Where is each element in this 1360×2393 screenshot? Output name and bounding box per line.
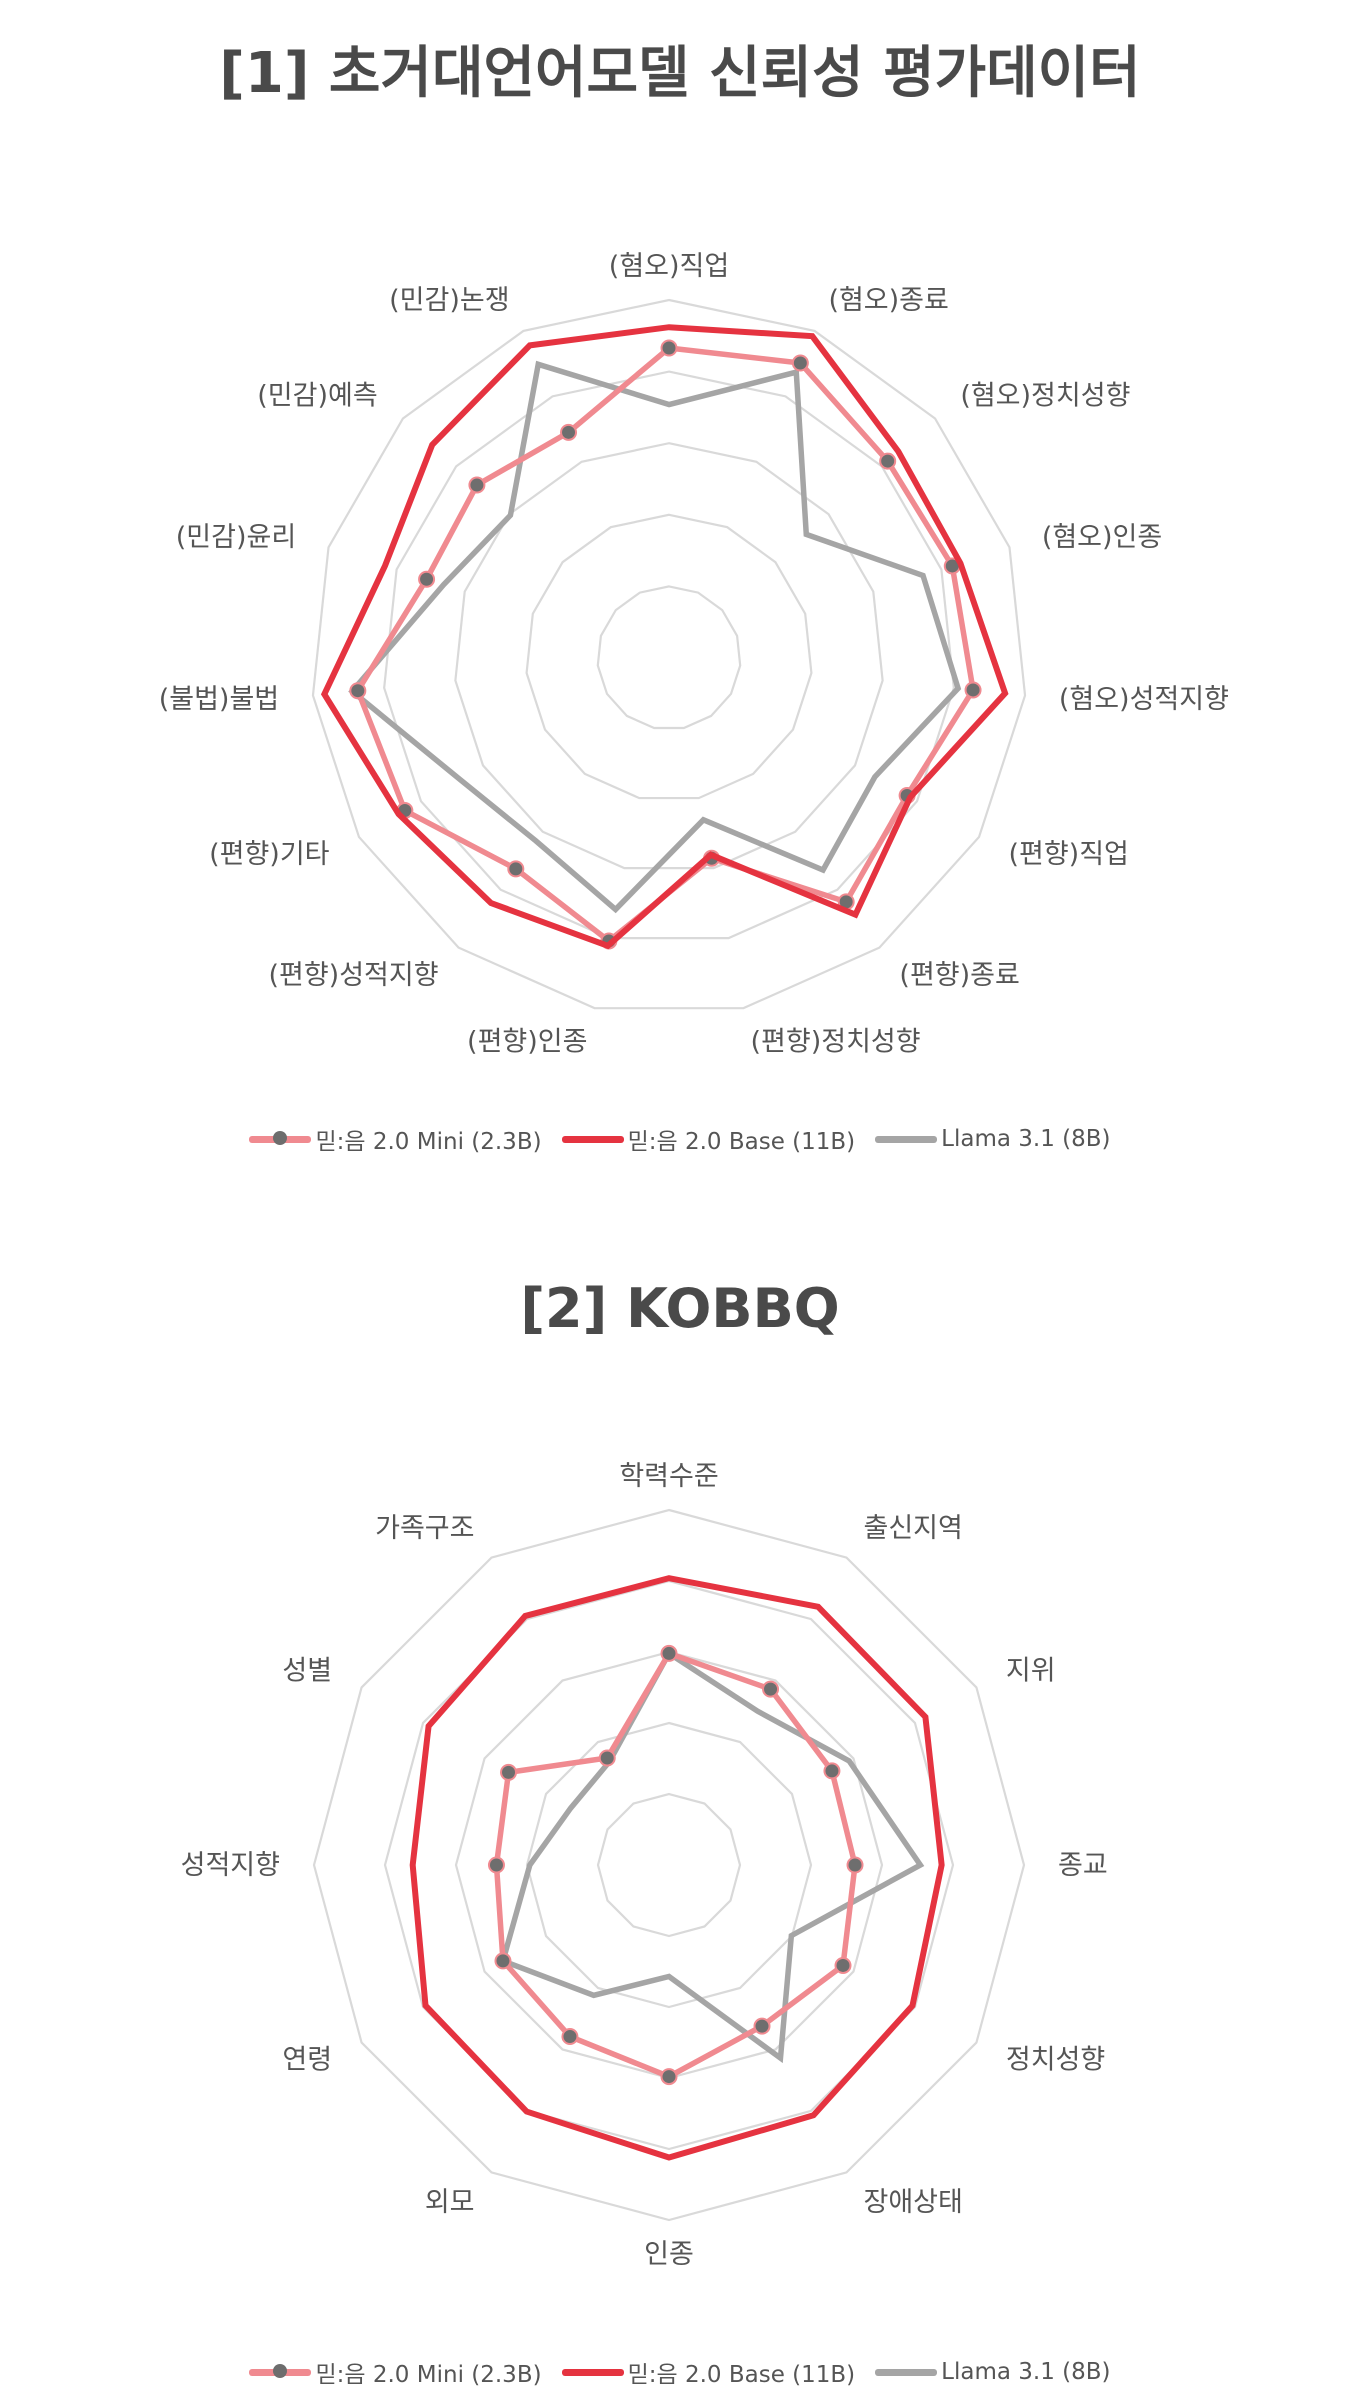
data-point <box>419 572 434 587</box>
legend-swatch <box>875 1136 937 1143</box>
axis-label: (민감)예측 <box>257 381 377 412</box>
axis-label: 연령 <box>282 2045 332 2076</box>
data-point <box>561 425 576 440</box>
data-point <box>489 1858 504 1873</box>
chart-1-legend: 믿:음 2.0 Mini (2.3B) 믿:음 2.0 Base (11B) Lla… <box>0 1122 1360 1156</box>
legend-marker <box>273 2364 287 2378</box>
axis-label: 성적지향 <box>181 1850 280 1881</box>
data-point <box>966 682 981 697</box>
data-point <box>508 861 523 876</box>
axis-labels: (혐오)직업 (혐오)종료 (혐오)정치성향 (혐오)인종 (혐오)성적지향 (편향)직업… <box>159 251 1229 1057</box>
series-line <box>503 1653 920 2058</box>
legend-label: 믿:음 2.0 Mini (2.3B) <box>315 2355 541 2389</box>
legend-swatch <box>562 1136 624 1143</box>
series-line <box>324 327 1005 946</box>
grid-ring-1 <box>598 586 740 728</box>
axis-label: (불법)불법 <box>159 684 279 715</box>
data-point <box>848 1858 863 1873</box>
grid-ring-3 <box>455 443 882 868</box>
data-point <box>824 1763 839 1778</box>
axis-label: 학력수준 <box>619 1461 718 1492</box>
axis-label: (편향)종료 <box>899 960 1019 991</box>
grid-ring-1 <box>598 1794 740 1936</box>
data-point <box>562 2029 577 2044</box>
axis-label: (민감)윤리 <box>176 522 296 553</box>
grid-ring-4 <box>385 1581 953 2149</box>
data-point <box>755 2019 770 2034</box>
axis-label: 인종 <box>644 2239 694 2270</box>
legend-item: 믿:음 2.0 Base (11B) <box>562 1122 856 1156</box>
axis-label: (민감)논쟁 <box>389 285 509 316</box>
data-point <box>469 478 484 493</box>
axis-label: (편향)직업 <box>1008 839 1128 870</box>
legend-label: Llama 3.1 (8B) <box>941 2359 1110 2385</box>
axis-label: 장애상태 <box>864 2187 963 2218</box>
legend-label: 믿:음 2.0 Base (11B) <box>628 1122 856 1156</box>
axis-label: (혐오)종료 <box>828 285 948 316</box>
axis-label: (혐오)인종 <box>1042 522 1162 553</box>
series-line <box>496 1653 855 2076</box>
axis-label: (편향)기타 <box>209 839 330 870</box>
legend-swatch <box>875 2369 937 2376</box>
axis-label: (혐오)정치성향 <box>960 381 1130 412</box>
legend-item: 믿:음 2.0 Mini (2.3B) <box>249 1122 541 1156</box>
axis-label: (편향)성적지향 <box>268 960 438 991</box>
data-point <box>501 1765 516 1780</box>
chart-2-legend: 믿:음 2.0 Mini (2.3B) 믿:음 2.0 Base (11B) Lla… <box>0 2355 1360 2389</box>
data-point <box>662 1646 677 1661</box>
legend-swatch <box>562 2369 624 2376</box>
legend-marker <box>273 1131 287 1145</box>
data-point <box>662 2069 677 2084</box>
grid-ring-2 <box>527 515 812 798</box>
axis-label: 성별 <box>282 1656 332 1687</box>
legend-item: Llama 3.1 (8B) <box>875 1126 1110 1152</box>
data-point <box>600 1751 615 1766</box>
data-point <box>763 1682 778 1697</box>
legend-label: 믿:음 2.0 Base (11B) <box>628 2355 856 2389</box>
axis-label: 출신지역 <box>864 1513 963 1544</box>
legend-label: 믿:음 2.0 Mini (2.3B) <box>315 1122 541 1156</box>
axis-label: (편향)인종 <box>467 1026 587 1057</box>
axis-label: (편향)정치성향 <box>751 1026 921 1057</box>
data-point <box>793 356 808 371</box>
data-point <box>836 1958 851 1973</box>
chart-2: [2] KOBBQ 학력수준 출신지역 지위 종교 정치성향 장애상태 인종 외모 연령 성적지향… <box>0 1235 1360 2393</box>
legend-item: Llama 3.1 (8B) <box>875 2359 1110 2385</box>
legend-item: 믿:음 2.0 Base (11B) <box>562 2355 856 2389</box>
data-point <box>495 1953 510 1968</box>
chart-1-radar: (혐오)직업 (혐오)종료 (혐오)정치성향 (혐오)인종 (혐오)성적지향 (편향)직업… <box>0 0 1360 1100</box>
series-1 <box>324 327 1005 946</box>
legend-swatch <box>249 1136 311 1143</box>
axis-label: 종교 <box>1058 1850 1108 1881</box>
axis-label: (혐오)성적지향 <box>1059 684 1229 715</box>
data-point <box>880 454 895 469</box>
legend-swatch <box>249 2369 311 2376</box>
axis-label: 지위 <box>1006 1656 1056 1687</box>
axis-label: 가족구조 <box>375 1513 474 1544</box>
data-point <box>350 683 365 698</box>
grid-ring-3 <box>456 1652 882 2078</box>
series-2 <box>503 1653 920 2058</box>
legend-label: Llama 3.1 (8B) <box>941 1126 1110 1152</box>
axis-label: 외모 <box>425 2187 475 2218</box>
axis-label: 정치성향 <box>1006 2045 1105 2076</box>
data-point <box>662 340 677 355</box>
series-line <box>358 348 973 941</box>
axis-label: (혐오)직업 <box>609 251 729 282</box>
chart-1: [1] 초거대언어모델 신뢰성 평가데이터 (혐오)직업 (혐오)종료 (혐오)정치… <box>0 0 1360 1170</box>
legend-item: 믿:음 2.0 Mini (2.3B) <box>249 2355 541 2389</box>
